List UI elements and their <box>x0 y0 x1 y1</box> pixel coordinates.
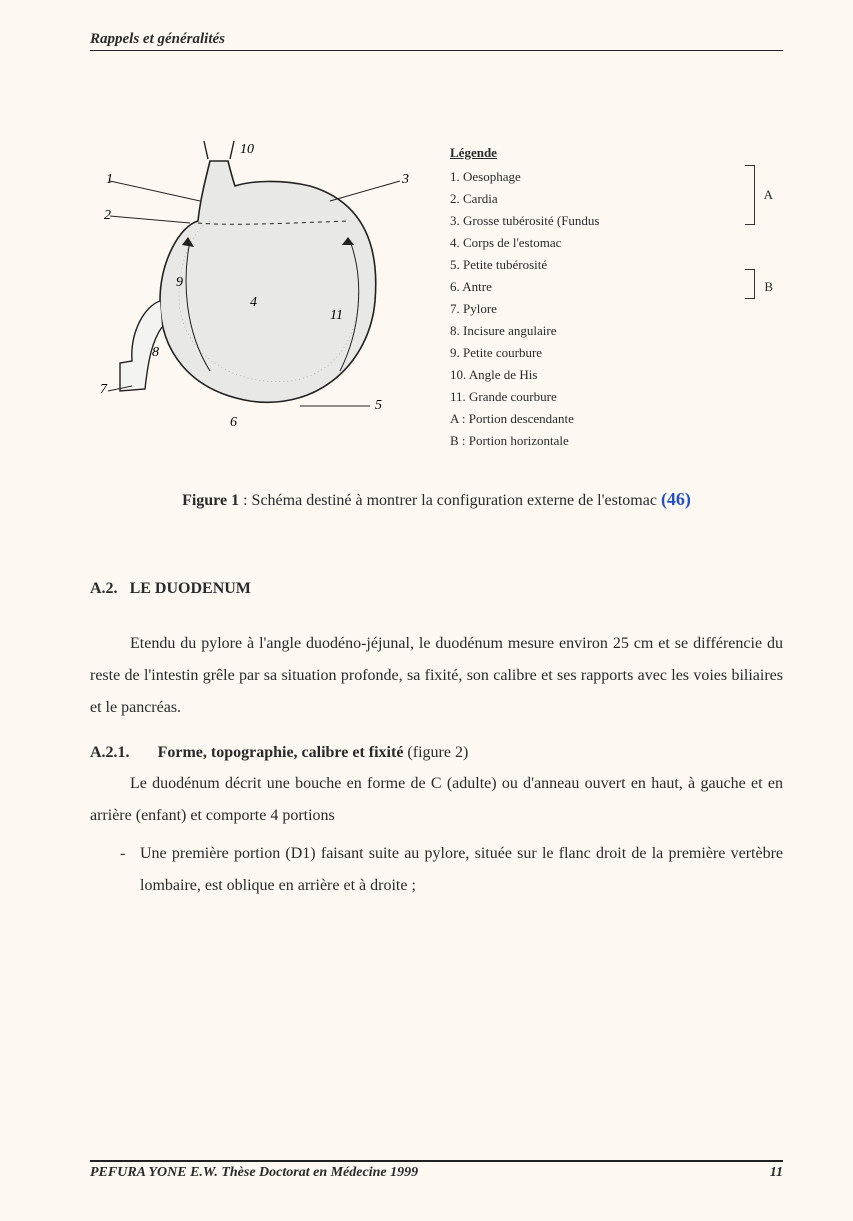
legend-title: Légende <box>450 145 783 161</box>
stomach-diagram: 1 2 3 4 5 6 7 8 9 10 11 <box>90 131 420 441</box>
subsection-title-bold: Forme, topographie, calibre et fixité <box>158 744 404 761</box>
bracket-A <box>745 165 755 225</box>
legend-item: 10. Angle de His <box>450 367 783 383</box>
section-heading-a2: A.2. LE DUODENUM <box>90 580 783 598</box>
figure-legend: Légende 1. Oesophage 2. Cardia 3. Grosse… <box>450 131 783 455</box>
svg-text:1: 1 <box>106 172 113 187</box>
svg-text:4: 4 <box>250 295 257 310</box>
body-paragraph: Le duodénum décrit une bouche en forme d… <box>90 768 783 832</box>
svg-text:10: 10 <box>240 142 254 157</box>
svg-text:8: 8 <box>152 345 159 360</box>
list-item: - Une première portion (D1) faisant suit… <box>120 838 783 902</box>
legend-item: 2. Cardia <box>450 191 783 207</box>
svg-text:6: 6 <box>230 415 237 430</box>
svg-text:7: 7 <box>100 382 108 397</box>
figure-1: 1 2 3 4 5 6 7 8 9 10 11 Légende 1. Oesop… <box>90 131 783 465</box>
paragraph-text: Etendu du pylore à l'angle duodéno-jéjun… <box>90 628 783 724</box>
legend-item: 4. Corps de l'estomac <box>450 235 783 251</box>
legend-item: 3. Grosse tubérosité (Fundus <box>450 213 783 229</box>
svg-text:11: 11 <box>330 308 343 323</box>
legend-item: 8. Incisure angulaire <box>450 323 783 339</box>
footer-left: PEFURA YONE E.W. Thèse Doctorat en Médec… <box>90 1165 418 1181</box>
svg-text:9: 9 <box>176 275 183 290</box>
legend-item: A : Portion descendante <box>450 411 783 427</box>
section-heading-a21: A.2.1. Forme, topographie, calibre et fi… <box>90 744 783 762</box>
legend-item: 5. Petite tubérosité <box>450 257 783 273</box>
section-a2: A.2. LE DUODENUM Etendu du pylore à l'an… <box>90 580 783 902</box>
legend-item: 9. Petite courbure <box>450 345 783 361</box>
bracket-B <box>745 269 755 299</box>
bracket-A-label: A <box>764 187 773 203</box>
bullet-list: - Une première portion (D1) faisant suit… <box>120 838 783 902</box>
page-number: 11 <box>770 1165 783 1181</box>
legend-item: 1. Oesophage <box>450 169 783 185</box>
svg-text:5: 5 <box>375 398 382 413</box>
section-number: A.2. <box>90 580 118 597</box>
figure-number: Figure 1 <box>182 492 239 509</box>
paragraph-text: Le duodénum décrit une bouche en forme d… <box>90 768 783 832</box>
figure-caption-text: : Schéma destiné à montrer la configurat… <box>239 492 661 509</box>
figure-caption: Figure 1 : Schéma destiné à montrer la c… <box>90 489 783 510</box>
page-footer: PEFURA YONE E.W. Thèse Doctorat en Médec… <box>90 1160 783 1181</box>
handwritten-annotation: (46) <box>661 489 691 509</box>
legend-item: B : Portion horizontale <box>450 433 783 449</box>
svg-text:3: 3 <box>401 172 409 187</box>
bracket-B-label: B <box>764 279 773 295</box>
running-header: Rappels et généralités <box>90 31 783 51</box>
section-title: LE DUODENUM <box>130 580 251 597</box>
list-dash: - <box>120 838 140 902</box>
legend-item: 11. Grande courbure <box>450 389 783 405</box>
subsection-number: A.2.1. <box>90 744 130 761</box>
legend-item: 6. Antre <box>450 279 783 295</box>
subsection-title-normal: (figure 2) <box>403 744 468 761</box>
svg-text:2: 2 <box>104 208 111 223</box>
list-item-text: Une première portion (D1) faisant suite … <box>140 838 783 902</box>
legend-item: 7. Pylore <box>450 301 783 317</box>
body-paragraph: Etendu du pylore à l'angle duodéno-jéjun… <box>90 628 783 724</box>
